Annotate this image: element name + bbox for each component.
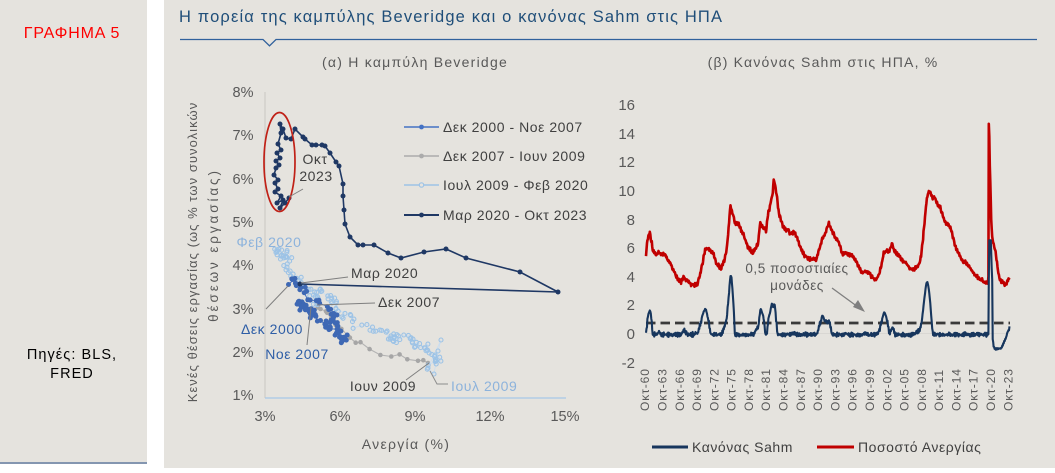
svg-text:2023: 2023 (299, 168, 332, 184)
svg-text:Οκτ-20: Οκτ-20 (984, 368, 998, 411)
svg-text:Οκτ-11: Οκτ-11 (932, 369, 946, 411)
svg-text:7%: 7% (233, 128, 254, 144)
svg-text:-2: -2 (622, 355, 635, 372)
svg-text:Οκτ-23: Οκτ-23 (1001, 368, 1015, 411)
svg-text:15%: 15% (550, 409, 579, 425)
svg-text:Οκτ-05: Οκτ-05 (897, 368, 911, 411)
svg-text:16: 16 (618, 97, 635, 114)
svg-text:Οκτ-14: Οκτ-14 (949, 368, 963, 411)
svg-text:Μαρ 2020 - Οκτ 2023: Μαρ 2020 - Οκτ 2023 (443, 207, 587, 223)
svg-text:Οκτ-81: Οκτ-81 (759, 368, 773, 411)
svg-text:6%: 6% (233, 172, 254, 188)
svg-text:Η πορεία της καμπύλης Beveridg: Η πορεία της καμπύλης Beveridge και ο κα… (179, 8, 723, 26)
svg-text:Οκτ-84: Οκτ-84 (776, 368, 790, 411)
svg-text:μονάδες: μονάδες (770, 278, 824, 293)
svg-text:FRED: FRED (50, 366, 94, 382)
svg-text:Οκτ-66: Οκτ-66 (673, 368, 687, 411)
svg-text:Οκτ-60: Οκτ-60 (638, 368, 652, 411)
svg-text:Οκτ-63: Οκτ-63 (655, 368, 669, 411)
svg-text:Κενές θέσεις εργασίας (ως % τω: Κενές θέσεις εργασίας (ως % των συνολικώ… (185, 102, 200, 403)
svg-text:Οκτ-69: Οκτ-69 (690, 368, 704, 411)
svg-text:Οκτ-02: Οκτ-02 (880, 368, 894, 411)
svg-text:Δεκ 2007: Δεκ 2007 (378, 294, 440, 310)
svg-text:Οκτ-96: Οκτ-96 (846, 368, 860, 411)
svg-text:Φεβ 2020: Φεβ 2020 (237, 234, 302, 250)
svg-text:Ιουλ 2009 - Φεβ 2020: Ιουλ 2009 - Φεβ 2020 (443, 177, 588, 193)
svg-text:Ποσοστό Ανεργίας: Ποσοστό Ανεργίας (858, 439, 981, 455)
svg-text:14: 14 (618, 126, 635, 143)
svg-text:Οκτ-99: Οκτ-99 (863, 368, 877, 411)
svg-text:6%: 6% (330, 409, 351, 425)
svg-text:Οκτ-17: Οκτ-17 (967, 368, 981, 411)
svg-text:(α) Η καμπύλη Beveridge: (α) Η καμπύλη Beveridge (322, 54, 508, 70)
svg-text:3%: 3% (255, 409, 276, 425)
svg-text:4: 4 (627, 269, 635, 286)
svg-text:1%: 1% (233, 388, 254, 404)
svg-text:Δεκ 2007 - Ιουν 2009: Δεκ 2007 - Ιουν 2009 (443, 148, 585, 164)
svg-text:Οκτ-78: Οκτ-78 (742, 368, 756, 411)
svg-text:12: 12 (618, 154, 635, 171)
svg-text:8: 8 (627, 212, 635, 229)
svg-text:Δεκ 2000: Δεκ 2000 (241, 321, 303, 337)
svg-text:Οκτ-75: Οκτ-75 (725, 368, 739, 411)
svg-text:8%: 8% (233, 85, 254, 101)
svg-text:5%: 5% (233, 215, 254, 231)
svg-text:Δεκ 2000 - Νοε 2007: Δεκ 2000 - Νοε 2007 (443, 119, 583, 135)
svg-text:θέσεων εργασίας): θέσεων εργασίας) (206, 168, 221, 322)
svg-text:3%: 3% (233, 302, 254, 318)
svg-text:Οκτ-87: Οκτ-87 (794, 368, 808, 411)
svg-text:Ιουλ 2009: Ιουλ 2009 (451, 378, 517, 394)
svg-text:2: 2 (627, 297, 635, 314)
svg-text:(β) Κανόνας Sahm στις ΗΠΑ, %: (β) Κανόνας Sahm στις ΗΠΑ, % (708, 54, 939, 70)
svg-text:Οκτ-93: Οκτ-93 (828, 368, 842, 411)
svg-text:Οκτ: Οκτ (302, 151, 327, 167)
svg-text:Κανόνας Sahm: Κανόνας Sahm (692, 439, 793, 455)
svg-text:Ανεργία (%): Ανεργία (%) (362, 436, 450, 452)
svg-text:4%: 4% (233, 258, 254, 274)
svg-text:0,5 ποσοστιαίες: 0,5 ποσοστιαίες (745, 261, 848, 276)
svg-text:2%: 2% (233, 345, 254, 361)
svg-text:Ιουν 2009: Ιουν 2009 (350, 378, 416, 394)
svg-text:12%: 12% (475, 409, 504, 425)
svg-text:Νοε 2007: Νοε 2007 (265, 346, 329, 362)
svg-text:Οκτ-72: Οκτ-72 (707, 368, 721, 411)
svg-text:0: 0 (627, 326, 635, 343)
svg-text:6: 6 (627, 240, 635, 257)
svg-text:9%: 9% (405, 409, 426, 425)
svg-text:ΓΡΑΦΗΜΑ 5: ΓΡΑΦΗΜΑ 5 (24, 25, 121, 42)
svg-text:Πηγές: BLS,: Πηγές: BLS, (27, 347, 117, 363)
svg-text:Μαρ 2020: Μαρ 2020 (351, 265, 418, 281)
svg-text:Οκτ-90: Οκτ-90 (811, 368, 825, 411)
svg-text:10: 10 (618, 183, 635, 200)
svg-text:Οκτ-08: Οκτ-08 (915, 368, 929, 411)
